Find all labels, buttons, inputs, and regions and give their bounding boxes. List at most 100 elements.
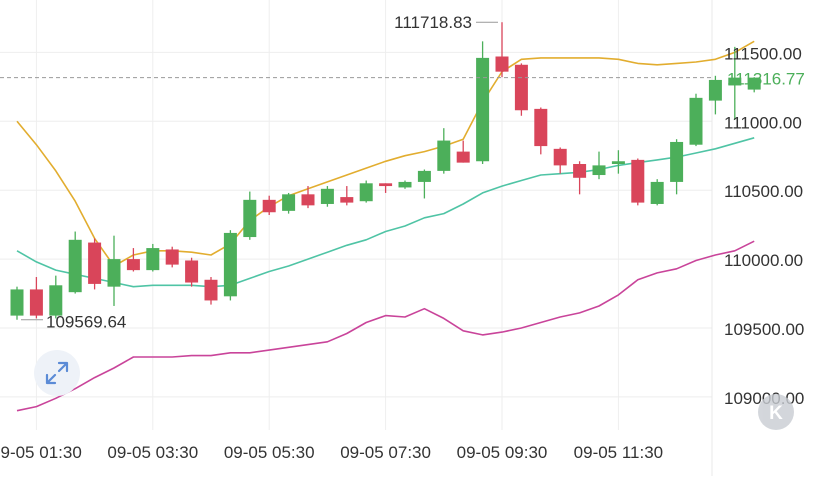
candle-body [320, 188, 334, 204]
k-logo-button[interactable]: K [758, 394, 794, 430]
candle-up [650, 179, 664, 206]
candle-up [10, 286, 24, 320]
expand-button[interactable] [34, 350, 80, 396]
candle-down [340, 186, 354, 206]
candle-body [747, 77, 761, 90]
y-tick-label: 111000.00 [724, 113, 802, 132]
candle-down [165, 246, 179, 268]
candle-body [10, 289, 24, 316]
y-tick-label: 110500.00 [724, 182, 803, 201]
candle-up [146, 243, 160, 272]
candle-down [456, 140, 470, 163]
x-tick-label: 09-05 01:30 [0, 443, 82, 462]
candle-body [573, 164, 587, 178]
candle-body [68, 239, 82, 293]
x-tick-label: 09-05 05:30 [224, 443, 315, 462]
candle-up [243, 191, 257, 240]
candle-up [417, 169, 431, 199]
y-tick-label: 109500.00 [724, 320, 804, 339]
candle-up [670, 139, 684, 195]
candle-body [262, 199, 276, 213]
x-tick-label: 09-05 03:30 [107, 443, 198, 462]
candle-up [223, 230, 237, 301]
candle-down [379, 183, 393, 193]
candle-up [282, 192, 296, 214]
candle-down [534, 107, 548, 155]
k-logo-icon: K [769, 403, 783, 424]
candle-down [185, 257, 199, 287]
candle-down [631, 158, 645, 206]
band-upper-line [16, 40, 755, 267]
candle-up [49, 275, 63, 319]
x-axis: 09-05 01:30 09-05 03:30 09-05 05:30 09-05 0… [0, 443, 663, 462]
candle-body [631, 159, 645, 203]
x-tick-label: 09-05 09:30 [457, 443, 548, 462]
candle-body [592, 165, 606, 176]
expand-arrows-icon [45, 361, 69, 385]
candle-body [107, 259, 121, 287]
candle-down [495, 22, 509, 78]
band-lower-line [16, 240, 755, 412]
k-logo-label: K [769, 403, 783, 424]
candle-up [747, 77, 761, 93]
low-label: 109569.64 [46, 313, 126, 332]
candle-body [340, 197, 354, 203]
candle-body [204, 279, 218, 301]
candle-body [88, 242, 102, 284]
candle-up [476, 41, 490, 165]
candle-body [650, 181, 664, 204]
candle-body [29, 289, 43, 316]
candle-up [708, 75, 722, 115]
y-tick-label: 111500.00 [724, 44, 802, 63]
candles [10, 22, 761, 320]
candle-body [126, 259, 140, 271]
candle-body [417, 170, 431, 182]
candle-body [282, 194, 296, 211]
candle-up [107, 235, 121, 306]
candle-body [146, 248, 160, 271]
candle-body [670, 141, 684, 182]
y-axis: 111500.00 111000.00 110500.00 110000.00 1095… [724, 44, 804, 408]
candle-body [514, 64, 528, 111]
candle-body [243, 199, 257, 238]
y-tick-label: 110000.00 [724, 251, 803, 270]
candle-body [708, 79, 722, 101]
candle-body [534, 108, 548, 147]
high-label: 111718.83 [394, 13, 472, 32]
candle-up [68, 231, 82, 294]
candle-up [611, 150, 625, 174]
candle-up [437, 128, 451, 174]
candle-down [573, 161, 587, 195]
candle-down [514, 63, 528, 116]
candle-body [165, 249, 179, 265]
x-tick-label: 09-05 11:30 [574, 443, 663, 462]
candle-body [689, 97, 703, 145]
candle-down [301, 186, 315, 209]
candle-up [592, 151, 606, 180]
candle-body [301, 194, 315, 206]
candle-body [398, 181, 412, 188]
candle-body [359, 183, 373, 202]
candle-body [611, 161, 625, 165]
candle-down [262, 195, 276, 215]
candle-down [29, 277, 43, 319]
annotations: 111316.77 111718.83 109569.64 [0, 13, 805, 332]
candle-body [728, 77, 742, 86]
last-price-label: 111316.77 [727, 70, 805, 89]
candle-body [379, 183, 393, 187]
candle-down [126, 248, 140, 272]
candle-body [456, 151, 470, 163]
candle-up [689, 93, 703, 147]
candle-down [204, 277, 218, 305]
candle-down [88, 238, 102, 290]
grid-lines [0, 0, 712, 430]
x-tick-label: 09-05 07:30 [340, 443, 431, 462]
candle-up [320, 186, 334, 207]
candle-up [359, 180, 373, 203]
candle-body [437, 140, 451, 171]
candle-body [553, 148, 567, 166]
candle-up [728, 46, 742, 120]
candle-body [495, 56, 509, 72]
